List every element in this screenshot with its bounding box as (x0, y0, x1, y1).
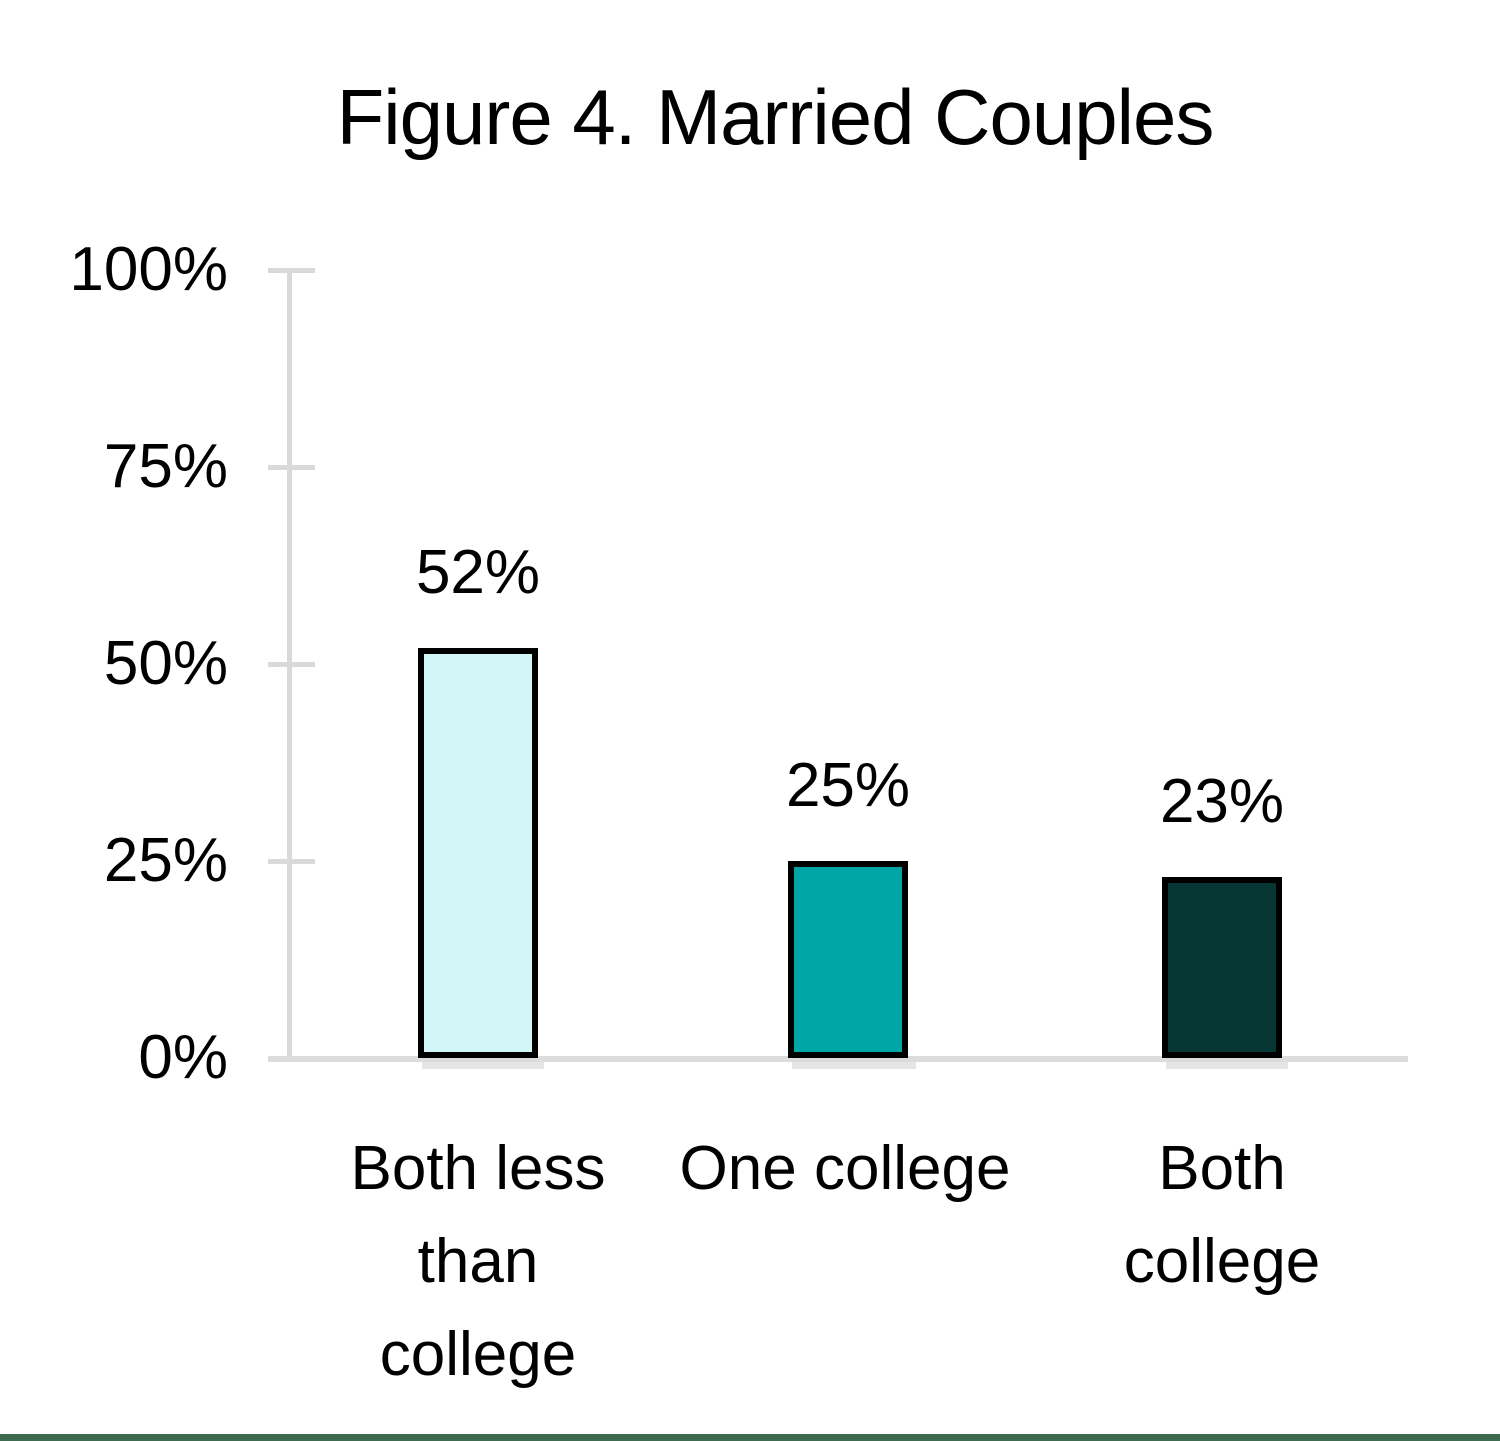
y-axis-tick-75 (268, 465, 315, 470)
bar-group-both-college: 23% (1159, 270, 1285, 1058)
bar-shadow (792, 1062, 916, 1069)
bar-one-college (788, 861, 908, 1058)
bar-both-college (1162, 877, 1282, 1058)
y-axis-tick-label-0: 0% (138, 1023, 228, 1092)
x-axis-category-label-one-college: One college (679, 1134, 1011, 1203)
y-axis-tick-label-50: 50% (103, 629, 228, 698)
bottom-divider (0, 1434, 1500, 1441)
bar-shadow (1166, 1062, 1288, 1069)
y-axis-tick-25 (268, 859, 315, 864)
bar-value-label: 52% (415, 538, 541, 607)
y-axis-tick-label-75: 75% (103, 432, 228, 501)
bar-value-label: 23% (1159, 767, 1285, 836)
bar-shadow (422, 1062, 544, 1069)
y-axis-tick-50 (268, 662, 315, 667)
y-axis-tick-label-25: 25% (103, 826, 228, 895)
y-axis-tick-100 (268, 268, 315, 273)
chart-title: Figure 4. Married Couples (336, 73, 1215, 161)
x-axis-line (268, 1056, 1408, 1062)
bar-group-both-less-than-college: 52% (415, 270, 541, 1058)
bar-value-label: 25% (785, 751, 911, 820)
y-axis-tick-label-100: 100% (69, 235, 228, 304)
bar-both-less-than-college (418, 648, 538, 1058)
x-axis-category-label-both-college: Both college (1123, 1134, 1321, 1296)
x-axis-category-label-both-less-than-college: Both less than college (350, 1134, 606, 1389)
bar-group-one-college: 25% (785, 270, 911, 1058)
